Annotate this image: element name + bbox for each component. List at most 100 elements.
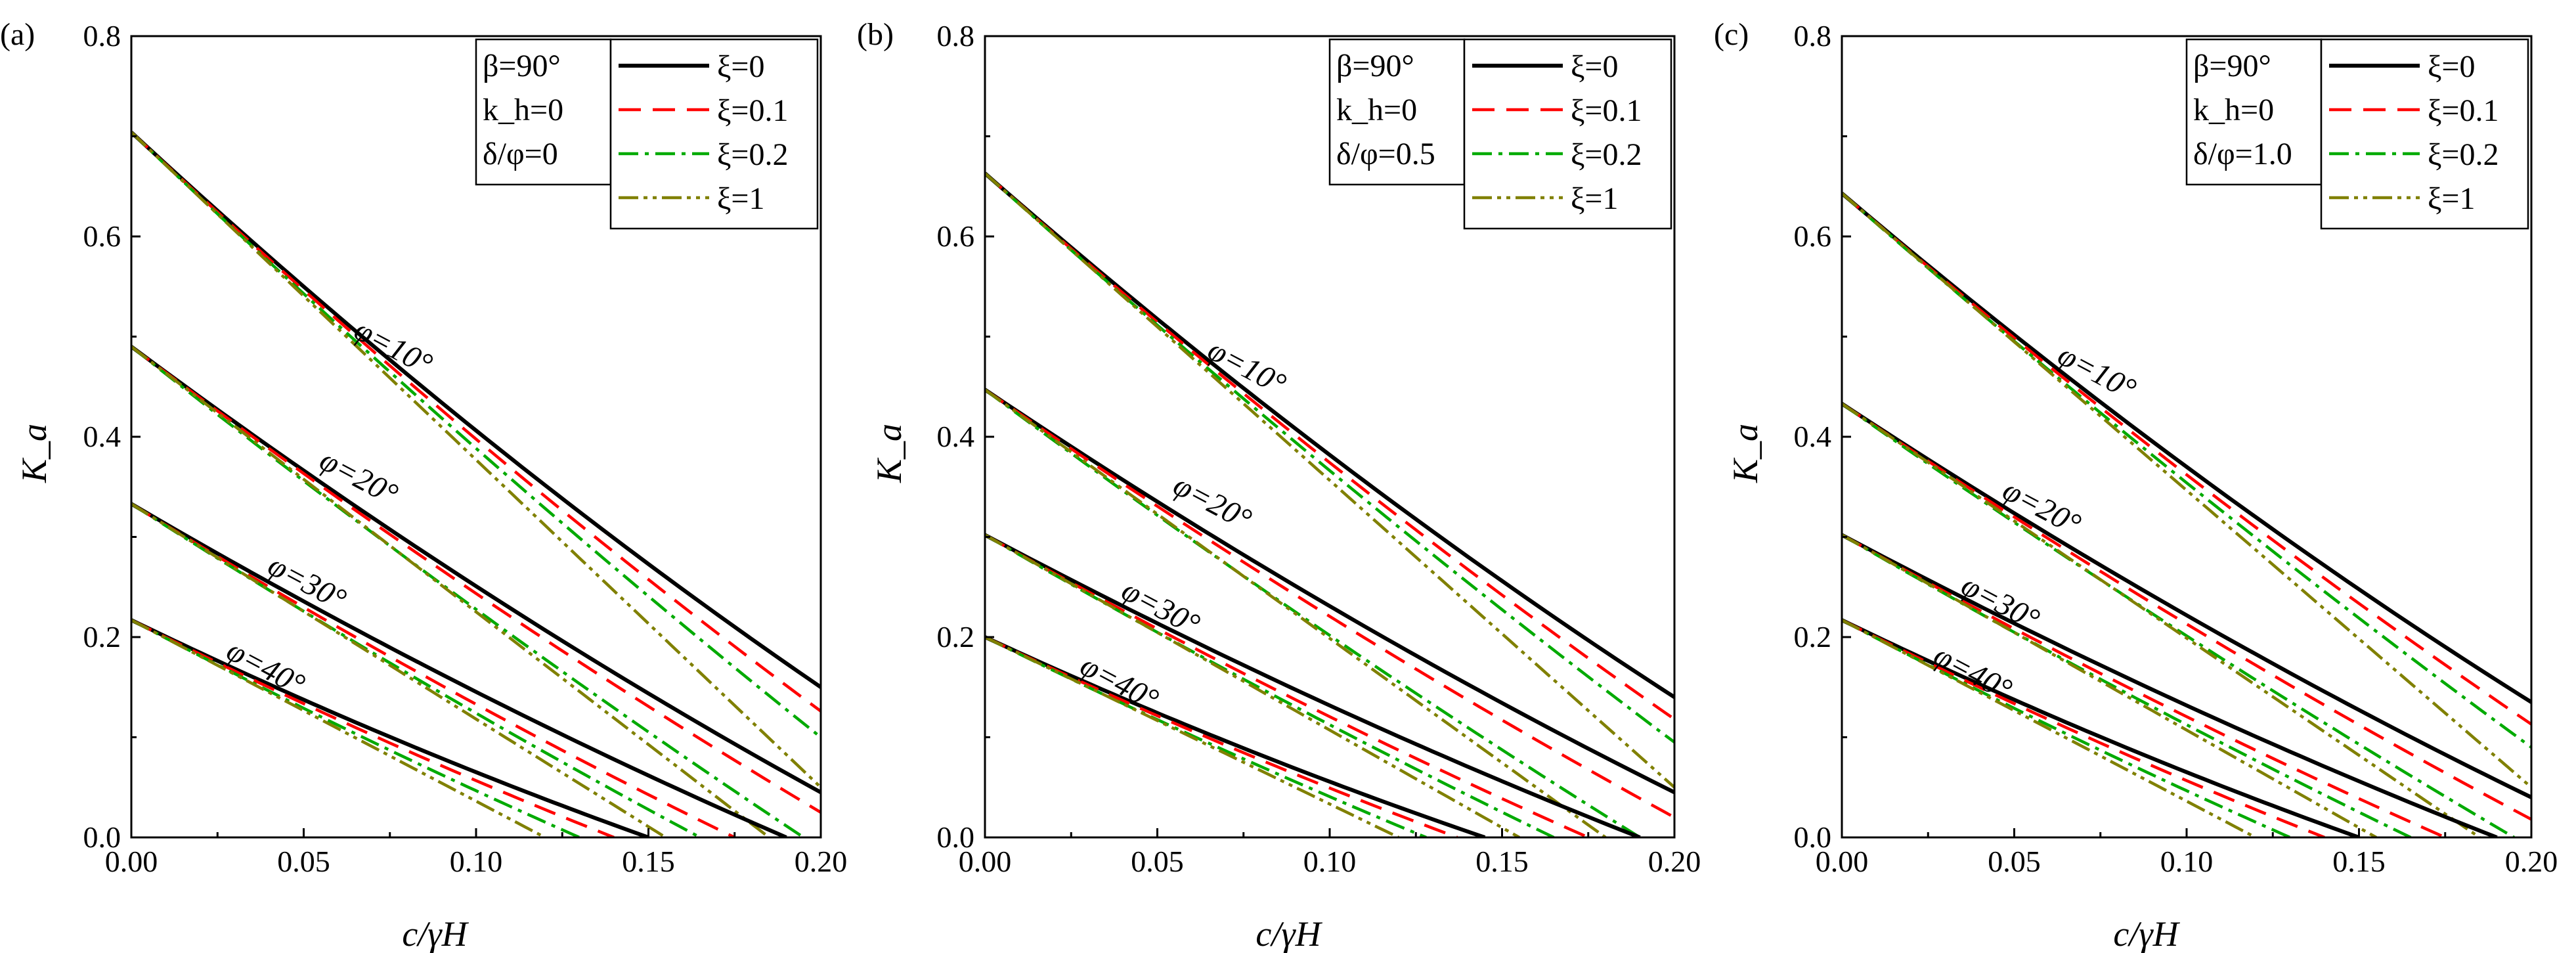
series-line-4-4 [1842,619,2257,837]
panel-label: (c) [1714,17,1749,52]
parameter-legend-entry: δ/φ=1.0 [2193,137,2292,171]
series-line-2-2 [131,345,821,814]
panel-c: (c) K_a c/γH 0.00 0.05 0.10 0.15 0.200.00.20… [1714,17,2558,953]
series-line-4-1 [131,618,649,837]
x-tick-label: 0.10 [1303,845,1357,878]
series-line-1-1 [131,131,821,689]
x-axis-title: c/γH [1255,914,1322,953]
parameter-legend-entry: β=90° [483,49,561,83]
series-legend-entry: ξ=0.1 [717,93,788,128]
curve-label: φ=30° [263,548,352,617]
series-line-4-2 [131,619,615,837]
y-tick-label: 0.8 [83,19,121,53]
series-line-3-4 [131,502,666,837]
y-tick-label: 0.4 [1794,420,1832,453]
series-line-2-1 [131,345,821,795]
curves [131,131,821,837]
parameter-legend-entry: δ/φ=0 [483,137,558,171]
y-tick-label: 0.6 [83,219,121,253]
curve-label: φ=10° [2052,338,2141,407]
series-line-3-1 [985,533,1641,837]
y-tick-label: 0.8 [937,19,975,53]
parameter-legend-entry: k_h=0 [1336,93,1417,127]
series-legend-entry: ξ=0.2 [1571,137,1642,172]
series-legend-entry: ξ=0 [2428,49,2475,84]
series-line-4-1 [985,635,1486,837]
x-tick-label: 0.10 [2160,845,2214,878]
parameter-legend: β=90° k_h=0 δ/φ=0 [475,38,612,186]
x-tick-label: 0.00 [959,845,1012,878]
panel-a: (a) K_a c/γH 0.00 0.05 0.10 0.15 0.200.00.20… [0,17,847,953]
panel-label: (b) [857,17,894,52]
y-tick-label: 0.2 [937,620,975,654]
curves [1842,192,2531,837]
series-line-3-2 [131,502,735,837]
series-line-2-3 [985,388,1641,837]
y-tick-label: 0.4 [937,420,975,453]
parameter-legend-entry: β=90° [1336,49,1414,83]
series-line-2-3 [131,345,805,837]
x-tick-label: 0.20 [2505,845,2558,878]
curves [985,171,1674,837]
y-tick-label: 0.2 [83,620,121,654]
x-tick-label: 0.20 [1648,845,1701,878]
series-line-1-4 [985,172,1674,789]
y-axis-title: K_a [1726,424,1765,483]
y-tick-label: 0.8 [1794,19,1832,53]
series-legend: ξ=0 ξ=0.1 ξ=0.2 ξ=1 [1463,38,1672,230]
series-legend-entry: ξ=1 [717,181,764,216]
curve-label: φ=20° [314,443,403,512]
panel-label: (a) [0,17,35,52]
series-line-4-1 [1842,618,2360,837]
series-line-1-3 [985,172,1674,743]
plot-area: 0.00 0.05 0.10 0.15 0.200.00.20.40.60.8φ=10°… [937,19,1701,878]
parameter-legend: β=90° k_h=0 δ/φ=1.0 [2185,38,2323,186]
x-tick-label: 0.05 [1131,845,1184,878]
parameter-legend: β=90° k_h=0 δ/φ=0.5 [1328,38,1466,186]
series-legend-entry: ξ=0 [1571,49,1618,84]
panel-b: (b) K_a c/γH 0.00 0.05 0.10 0.15 0.20 0.0 0.2 0… [857,17,1701,953]
y-axis-title: K_a [14,424,54,483]
x-tick-label: 0.15 [622,845,675,878]
y-tick-label: 0.0 [937,820,975,854]
series-line-2-1 [985,388,1674,795]
x-tick-label: 0.15 [2332,845,2386,878]
series-line-1-4 [131,131,821,789]
series-line-4-3 [1842,619,2291,837]
curve-label: φ=40° [1075,648,1164,717]
y-axis-title: K_a [869,424,909,483]
series-legend-entry: ξ=1 [1571,181,1618,216]
series-legend: ξ=0 ξ=0.1 ξ=0.2 ξ=1 [2320,38,2529,230]
parameter-legend-entry: k_h=0 [483,93,563,127]
plot-area: 0.00 0.05 0.10 0.15 0.20 0.0 0.2 0.4 0.6 0.8 φ=10°… [1794,19,2558,878]
series-legend-entry: ξ=0.1 [2428,93,2499,128]
y-tick-label: 0.6 [937,219,975,253]
y-tick-label: 0.2 [1794,620,1832,654]
series-line-3-1 [131,502,787,837]
x-tick-label: 0.10 [450,845,503,878]
series-line-2-1 [1842,402,2531,799]
series-legend-entry: ξ=0.1 [1571,93,1642,128]
series-legend-entry: ξ=1 [2428,181,2475,216]
curve-label: φ=20° [1168,468,1257,537]
series-legend-entry: ξ=0.2 [2428,137,2499,172]
curve-label: φ=40° [1928,638,2017,707]
series-line-2-2 [985,388,1674,819]
series-legend-entry: ξ=0 [717,49,764,84]
x-tick-label: 0.00 [1816,845,1869,878]
series-legend: ξ=0 ξ=0.1 ξ=0.2 ξ=1 [609,38,819,230]
series-line-2-4 [985,388,1607,837]
curve-label: φ=10° [349,312,438,382]
y-tick-label: 0.6 [1794,219,1832,253]
x-tick-label: 0.05 [1988,845,2041,878]
parameter-legend-entry: δ/φ=0.5 [1336,137,1435,171]
series-line-4-4 [131,619,546,837]
series-line-1-4 [1842,192,2531,789]
series-line-4-3 [985,635,1427,837]
series-line-1-1 [985,171,1674,699]
x-tick-label: 0.00 [105,845,158,878]
series-line-1-2 [131,131,821,713]
y-tick-label: 0.0 [1794,820,1832,854]
x-tick-label: 0.15 [1475,845,1529,878]
